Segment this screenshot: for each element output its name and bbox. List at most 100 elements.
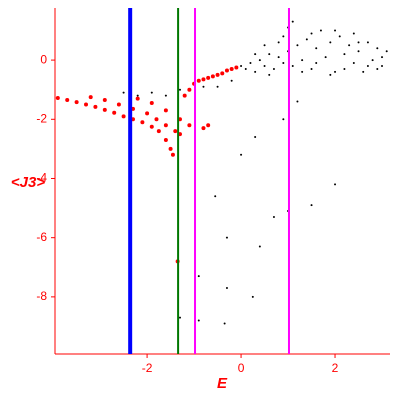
point (291, 65, 294, 68)
y-tick-label: -8 (36, 289, 47, 303)
y-tick-label: -4 (36, 171, 47, 185)
point (329, 41, 332, 44)
point (164, 94, 167, 97)
point (150, 91, 153, 94)
point (178, 316, 181, 319)
point (334, 70, 337, 73)
point (196, 78, 201, 83)
point (234, 65, 239, 70)
point (244, 67, 247, 70)
point (206, 75, 211, 80)
point (149, 124, 154, 129)
point (140, 120, 145, 125)
y-tick-label: 0 (40, 52, 47, 66)
point (310, 32, 313, 35)
point (249, 62, 252, 65)
point (301, 70, 304, 73)
x-tick-label: 0 (238, 361, 245, 375)
point (225, 286, 228, 289)
point (240, 153, 243, 156)
x-tick-label: -2 (142, 361, 153, 375)
point (202, 85, 205, 88)
point (65, 98, 70, 103)
point (187, 123, 192, 128)
point (93, 104, 98, 109)
point (338, 35, 341, 38)
point (223, 322, 226, 325)
point (282, 35, 285, 38)
point (263, 44, 266, 47)
point (206, 123, 211, 128)
point (343, 67, 346, 70)
point (220, 71, 225, 76)
point (251, 295, 254, 298)
point (156, 129, 161, 134)
point (214, 195, 217, 198)
y-tick-label: -2 (36, 111, 47, 125)
point (136, 94, 139, 97)
point (230, 79, 233, 82)
point (315, 62, 318, 65)
point (74, 100, 79, 105)
point (362, 70, 365, 73)
point (254, 53, 257, 56)
point (225, 236, 228, 239)
point (163, 108, 168, 113)
point (310, 67, 313, 70)
point (310, 204, 313, 207)
point (343, 53, 346, 56)
point (201, 77, 206, 82)
point (215, 72, 220, 77)
point (348, 44, 351, 47)
point (88, 95, 93, 100)
point (334, 29, 337, 32)
point (178, 88, 181, 91)
point (296, 44, 299, 47)
point (182, 93, 187, 98)
point (324, 56, 327, 59)
point (277, 56, 280, 59)
point (258, 59, 261, 62)
point (357, 50, 360, 53)
point (102, 107, 107, 112)
point (187, 87, 192, 92)
point (385, 50, 388, 53)
point (282, 62, 285, 65)
point (154, 117, 159, 122)
point (366, 41, 369, 44)
point (197, 319, 200, 322)
point (381, 65, 384, 68)
point (135, 96, 140, 101)
point (168, 146, 173, 151)
point (210, 74, 215, 79)
point (112, 110, 117, 115)
point (305, 38, 308, 41)
point (254, 136, 257, 139)
y-tick-label: -6 (36, 230, 47, 244)
y-axis-label: <J3> (11, 174, 45, 191)
point (301, 59, 304, 62)
point (224, 68, 229, 73)
point (272, 67, 275, 70)
point (334, 183, 337, 186)
point (145, 111, 150, 116)
point (254, 70, 257, 73)
point (163, 138, 168, 143)
point (352, 62, 355, 65)
point (116, 102, 121, 107)
point (170, 152, 175, 157)
point (229, 66, 234, 71)
point (282, 118, 285, 121)
point (296, 100, 299, 103)
point (258, 245, 261, 248)
point (291, 20, 294, 23)
point (263, 65, 266, 68)
point (376, 47, 379, 50)
point (272, 215, 275, 218)
point (197, 275, 200, 278)
point (371, 59, 374, 62)
point (173, 129, 178, 134)
point (319, 29, 322, 32)
point (352, 32, 355, 35)
